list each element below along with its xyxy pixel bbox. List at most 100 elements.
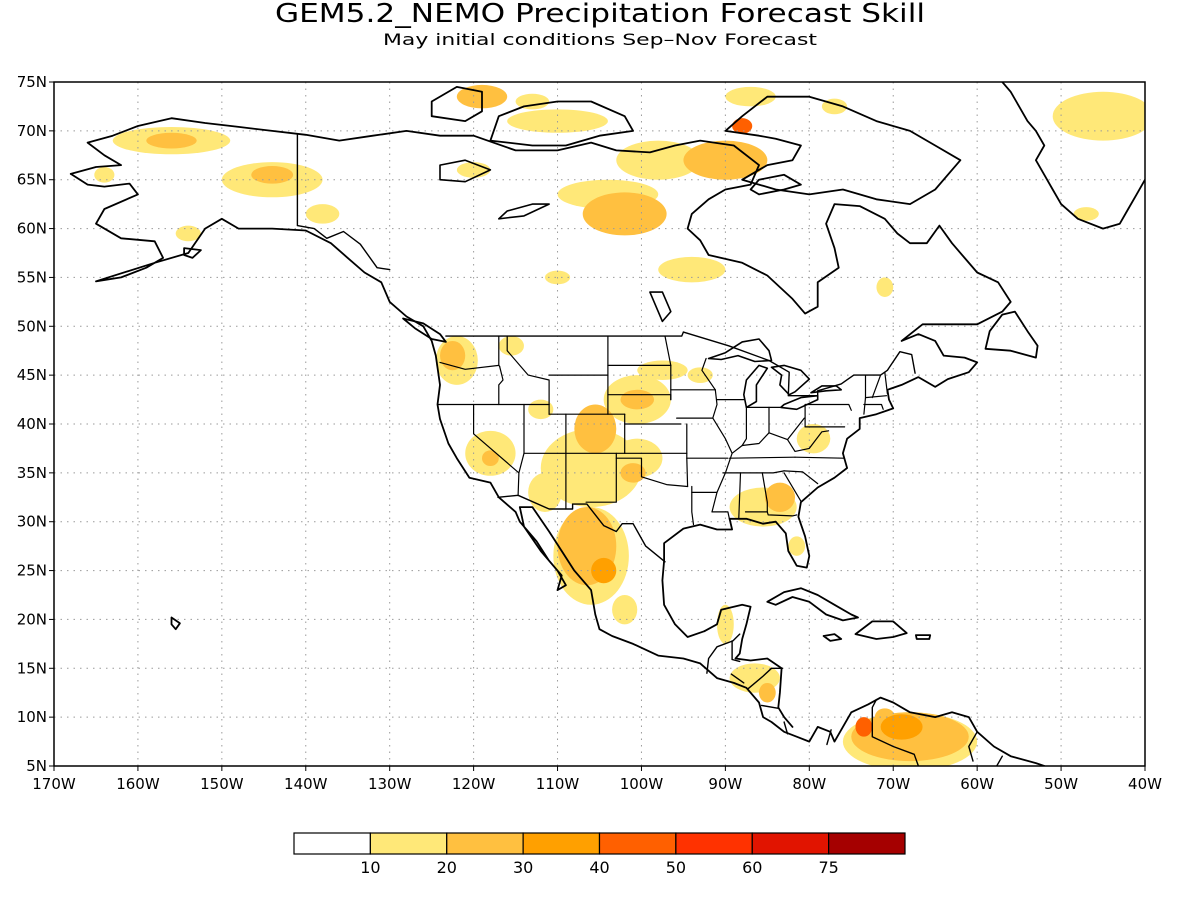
lat-tick-label: 50N <box>17 317 47 335</box>
skill-region-greenland-south <box>1073 207 1099 221</box>
state-line-la-ms <box>711 511 731 521</box>
border-central-america-4 <box>760 704 779 709</box>
state-line-wa-or <box>439 361 500 370</box>
skill-region-wisconsin <box>687 367 713 383</box>
lon-tick-label: 160W <box>116 775 160 793</box>
coast-baffin-island <box>724 95 962 206</box>
lat-tick-label: 25N <box>17 562 47 580</box>
skill-region-yukon-south <box>305 204 340 224</box>
border-mexico-guatemala <box>706 633 741 674</box>
coast-puerto-rico <box>915 634 932 640</box>
border-us-mexico <box>497 494 666 563</box>
lat-tick-label: 65N <box>17 171 47 189</box>
skill-region-mexico-south <box>612 595 638 625</box>
state-line-nc-sc <box>783 470 819 485</box>
lon-tick-label: 150W <box>200 775 244 793</box>
skill-region-venezuela-core <box>880 714 923 740</box>
coast-cuba <box>766 587 859 622</box>
state-line-nm-tx <box>585 452 617 503</box>
lake-lake-erie <box>779 394 819 411</box>
state-line-il-in <box>741 406 748 447</box>
colorbar-label: 30 <box>513 858 533 877</box>
border-colombia-venezuela <box>871 698 920 766</box>
lat-tick-label: 70N <box>17 122 47 140</box>
state-line-tx-la <box>691 485 695 526</box>
state-line-ms-al <box>738 472 742 519</box>
lake-lake-superior <box>707 338 773 363</box>
state-line-ca-nv <box>473 403 520 496</box>
skill-region-alaska-south <box>175 225 201 242</box>
coast-gulf-and-atlantic-coast <box>703 603 794 728</box>
lat-tick-label: 30N <box>17 513 47 531</box>
state-line-id-mt-wy <box>506 335 550 406</box>
skill-region-alaska-central-core <box>251 166 294 184</box>
state-line-dakotas-mn <box>664 335 672 401</box>
lon-tick-label: 90W <box>708 775 742 793</box>
state-line-tn-south <box>722 470 785 474</box>
coast-vancouver-island <box>402 317 447 343</box>
chart-subtitle: May initial conditions Sep–Nov Forecast <box>383 30 817 49</box>
lake-lake-michigan <box>742 364 769 409</box>
state-line-ga-sc <box>783 472 802 502</box>
state-line-va-nc <box>794 456 845 459</box>
skill-region-california-core <box>482 450 499 467</box>
lake-lake-huron <box>770 364 811 396</box>
lat-tick-label: 60N <box>17 220 47 238</box>
coast-newfoundland <box>984 310 1039 359</box>
chart-title: GEM5.2_NEMO Precipitation Forecast Skill <box>275 0 925 29</box>
state-line-ok-panhandle <box>615 457 689 488</box>
state-line-ma-north <box>864 395 888 399</box>
border-us-canada-49 <box>445 331 685 337</box>
skill-region-florida <box>788 536 806 556</box>
skill-shading-layer <box>94 84 1145 766</box>
state-line-ma-south <box>863 403 884 410</box>
lon-tick-label: 110W <box>536 775 580 793</box>
coast-jamaica <box>822 633 843 642</box>
colorbar-label: 20 <box>437 858 457 877</box>
skill-region-arizona <box>528 472 562 512</box>
colorbar-legend: 10 20 30 40 50 60 75 <box>293 832 906 877</box>
border-central-america-2 <box>730 673 745 684</box>
skill-region-mexico-core <box>591 557 617 584</box>
lake-lake-ontario <box>810 385 843 394</box>
coast-victoria-island <box>489 100 634 147</box>
border-us-canada-east <box>682 331 916 397</box>
lon-tick-label: 40W <box>1128 775 1162 793</box>
lat-tick-label: 35N <box>17 464 47 482</box>
lon-tick-label: 70W <box>876 775 910 793</box>
state-line-wv-va <box>786 430 830 452</box>
colorbar-label: 60 <box>742 858 762 877</box>
skill-region-georgia-core <box>764 482 796 512</box>
state-line-wi-mn <box>701 357 716 391</box>
colorbar-swatch <box>522 832 601 855</box>
colorbar-swatch <box>828 832 906 855</box>
colorbar-swatch <box>598 832 677 855</box>
colorbar-swatch <box>751 832 830 855</box>
skill-region-hudson-west <box>658 256 726 283</box>
coast-southampton-island <box>749 173 802 196</box>
lon-tick-label: 80W <box>792 775 826 793</box>
lat-tick-label: 55N <box>17 268 47 286</box>
lat-tick-label: 20N <box>17 610 47 628</box>
skill-region-pacific-nw <box>440 340 466 371</box>
coast-gulf-coast-north <box>69 117 1012 638</box>
coastlines-layer <box>69 82 1145 766</box>
lon-tick-label: 170W <box>32 775 76 793</box>
lon-tick-label: 60W <box>960 775 994 793</box>
coast-hawaii-big <box>170 616 181 631</box>
border-central-america-1 <box>731 640 741 663</box>
skill-region-greenland-north <box>1052 91 1145 141</box>
skill-region-arctic-islands-3 <box>616 140 701 180</box>
skill-region-nunavut-south <box>582 192 667 236</box>
lat-tick-label: 45N <box>17 366 47 384</box>
colorbar-label: 50 <box>666 858 686 877</box>
skill-region-idaho <box>498 336 524 356</box>
longitude-axis: 170W 160W 150W 140W 130W 120W 110W 100W 90W 80W 70… <box>32 766 1162 793</box>
border-panama-costa-rica <box>783 721 789 735</box>
state-line-fl-north <box>744 511 798 517</box>
colorbar-label: 40 <box>589 858 609 877</box>
latitude-axis: 5N 10N 15N 20N 25N 30N 35N 40N 45N 50N 55N 60N 65N 70… <box>17 73 54 775</box>
colorbar-label: 10 <box>360 858 380 877</box>
lat-tick-label: 40N <box>17 415 47 433</box>
